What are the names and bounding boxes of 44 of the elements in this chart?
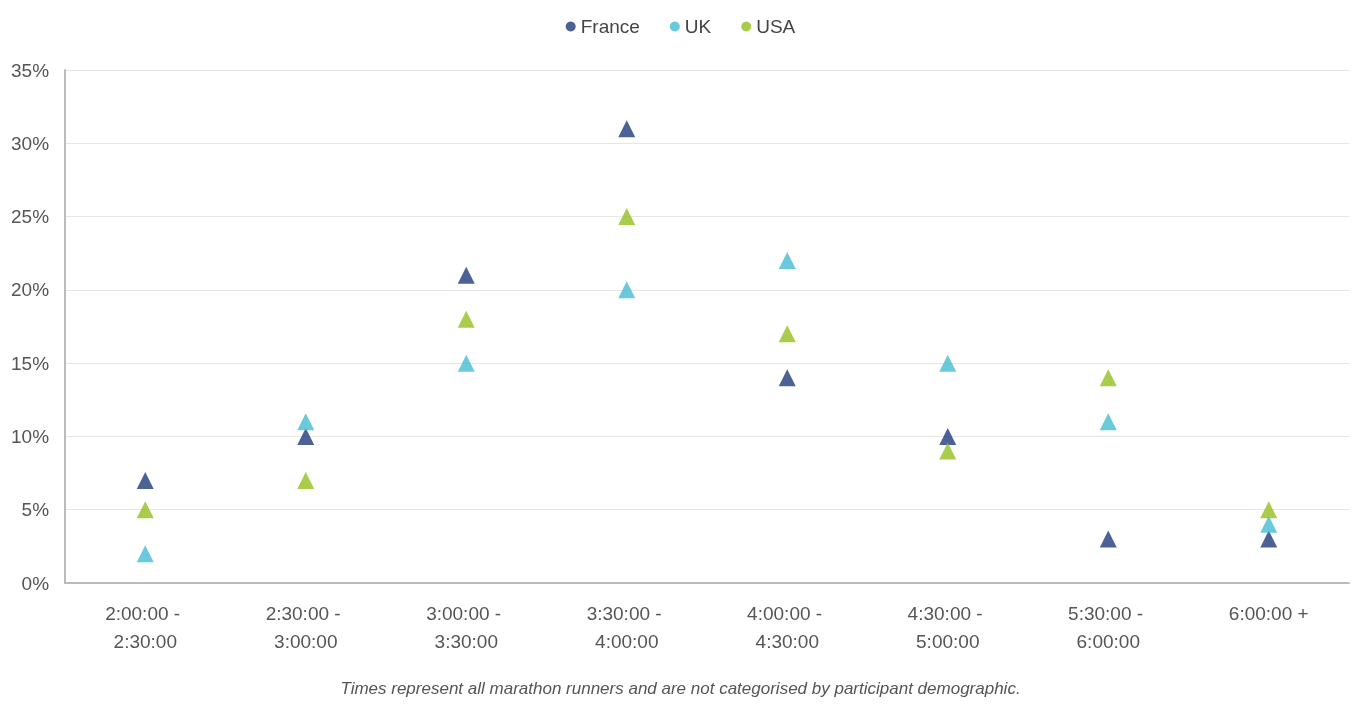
text: Times represent all marathon runners and are not categorised by participant demographic. — [340, 679, 1021, 698]
legend-label: USA — [756, 16, 796, 37]
y-tick-label: 10% — [11, 425, 50, 447]
legend-label: UK — [684, 16, 712, 37]
y-tick-label: 25% — [11, 206, 50, 228]
point — [778, 369, 796, 387]
point — [1260, 515, 1278, 533]
y-tick-label: 15% — [11, 352, 50, 374]
x-tick-label: 3:30:00 - 4:00:00 — [586, 602, 667, 652]
point — [297, 471, 315, 489]
point — [1099, 530, 1117, 548]
x-tick-label: 3:00:00 - 3:30:00 — [426, 602, 507, 652]
point — [618, 281, 636, 299]
y-tick-label: 0% — [21, 572, 50, 594]
point — [778, 252, 796, 270]
x-tick-label: 4:30:00 - 5:00:00 — [907, 602, 988, 652]
point — [618, 208, 636, 226]
x-tick-label: 4:00:00 - 4:30:00 — [747, 602, 828, 652]
y-tick-label: 20% — [11, 279, 50, 301]
point — [136, 471, 154, 489]
point — [457, 310, 475, 328]
point — [1260, 530, 1278, 548]
point — [136, 501, 154, 519]
legend-label: France — [580, 16, 640, 37]
point — [457, 266, 475, 284]
point — [457, 354, 475, 372]
point — [939, 354, 957, 372]
x-tick-label: 6:00:00 + — [1228, 602, 1309, 624]
point — [939, 442, 957, 460]
y-tick-label: 5% — [21, 499, 50, 521]
point — [1260, 501, 1278, 519]
x-tick-label: 2:30:00 - 3:00:00 — [265, 602, 346, 652]
x-tick-label: 2:00:00 - 2:30:00 — [105, 602, 186, 652]
point — [618, 120, 636, 138]
y-tick-label: 30% — [11, 132, 50, 154]
point — [297, 427, 315, 445]
point — [1099, 413, 1117, 431]
point — [1099, 369, 1117, 387]
point — [778, 325, 796, 343]
x-tick-label: 5:30:00 - 6:00:00 — [1068, 602, 1149, 652]
point — [297, 413, 315, 431]
point — [939, 427, 957, 445]
point — [136, 545, 154, 563]
y-tick-label: 35% — [11, 59, 50, 81]
